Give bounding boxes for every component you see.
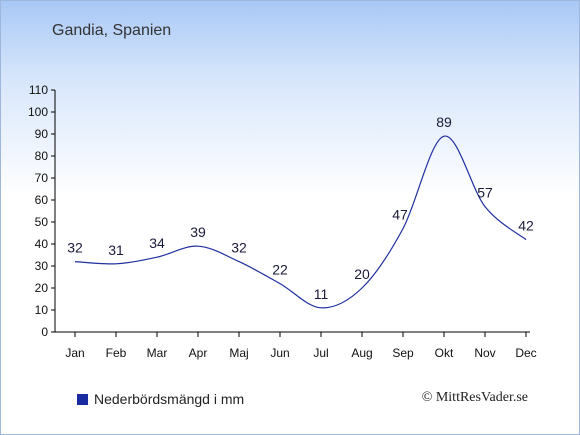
data-label: 47: [392, 207, 408, 223]
legend-swatch: [77, 393, 88, 405]
data-label: 57: [477, 185, 493, 201]
legend: Nederbördsmängd i mm: [77, 391, 244, 407]
data-label: 42: [518, 218, 534, 234]
x-tick-label: Dec: [515, 346, 536, 360]
series-line: [74, 135, 527, 309]
y-tick-label: 20: [35, 281, 49, 295]
x-tick-label: Nov: [474, 346, 495, 360]
x-tick-label: Feb: [106, 346, 127, 360]
x-tick-label: Aug: [351, 346, 372, 360]
x-tick-label: Maj: [229, 346, 248, 360]
y-tick-label: 70: [35, 171, 49, 185]
data-label: 31: [108, 242, 124, 258]
x-tick-label: Jan: [65, 346, 84, 360]
y-tick-label: 0: [41, 325, 48, 339]
y-tick-label: 40: [35, 237, 49, 251]
y-tick-label: 30: [35, 259, 49, 273]
data-label: 20: [354, 266, 370, 282]
data-label: 39: [190, 224, 206, 240]
x-tick-label: Sep: [392, 346, 414, 360]
chart-title: Gandia, Spanien: [52, 22, 172, 39]
y-tick-label: 90: [35, 127, 49, 141]
data-label: 34: [149, 235, 165, 251]
legend-label: Nederbördsmängd i mm: [94, 391, 245, 407]
credit-text: © MittResVader.se: [421, 390, 528, 405]
x-tick-label: Okt: [435, 346, 454, 360]
x-tick-label: Jun: [270, 346, 289, 360]
data-label: 32: [67, 240, 83, 256]
y-tick-label: 10: [35, 303, 49, 317]
y-tick-label: 110: [29, 83, 48, 97]
x-tick-label: Apr: [189, 346, 208, 360]
y-tick-label: 100: [28, 105, 48, 119]
data-label: 89: [436, 114, 452, 130]
x-tick-label: Mar: [147, 346, 168, 360]
data-label: 32: [231, 240, 247, 256]
x-tick-label: Jul: [313, 346, 328, 360]
y-tick-label: 80: [35, 149, 49, 163]
data-label: 11: [314, 286, 329, 302]
y-tick-label: 50: [35, 215, 49, 229]
data-label: 22: [272, 262, 288, 278]
y-tick-label: 60: [35, 193, 49, 207]
